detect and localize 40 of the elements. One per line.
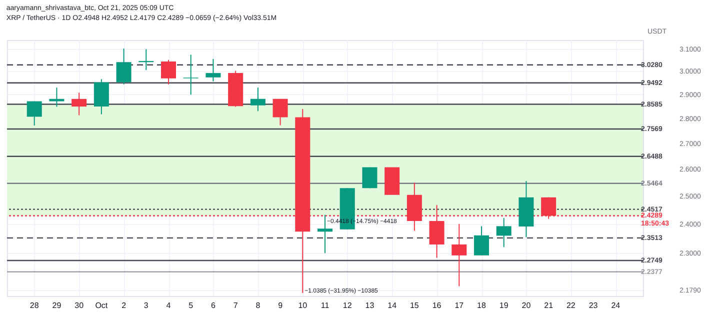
x-tick-label: 19 — [499, 301, 509, 310]
x-tick-label: 24 — [611, 301, 621, 310]
x-tick-label: 23 — [588, 301, 598, 310]
candlestick — [26, 100, 42, 126]
x-tick-label: 22 — [566, 301, 576, 310]
x-tick-label: 7 — [233, 301, 238, 310]
x-tick-label: 9 — [278, 301, 284, 310]
candlestick — [138, 48, 154, 71]
x-tick-label: 6 — [210, 301, 216, 310]
x-tick-label: 4 — [166, 301, 172, 310]
x-tick-label: 5 — [188, 301, 194, 310]
candlestick — [116, 48, 132, 85]
candlestick — [183, 54, 198, 96]
x-tick-label: 15 — [410, 301, 420, 310]
x-tick-label: 14 — [388, 301, 398, 310]
candlestick — [49, 87, 64, 108]
x-tick-label: 29 — [52, 301, 62, 310]
x-tick-label: 13 — [365, 301, 375, 310]
x-tick-label: 11 — [320, 301, 330, 310]
x-tick-label: 10 — [298, 301, 308, 310]
candlestick — [452, 223, 467, 287]
x-tick-label: 17 — [454, 301, 464, 310]
candlestick — [72, 92, 87, 116]
x-tick-label: 30 — [74, 301, 84, 310]
x-tick-label: Oct — [95, 301, 108, 310]
x-tick-label: 21 — [544, 301, 554, 310]
x-tick-label: 3 — [144, 301, 149, 310]
x-tick-label: 18 — [477, 301, 486, 310]
candlestick — [250, 87, 266, 112]
candlestick — [496, 217, 512, 248]
x-tick-label: 8 — [256, 301, 261, 310]
candlestick — [474, 226, 489, 256]
x-tick-label: 2 — [122, 301, 127, 310]
x-tick-label: 12 — [342, 301, 352, 310]
candlestick — [206, 58, 221, 82]
candlestick — [272, 98, 288, 126]
x-tick-label: 20 — [522, 301, 532, 310]
x-tick-label: 28 — [30, 301, 40, 310]
x-tick-label: 16 — [432, 301, 442, 310]
candlestick — [161, 59, 176, 85]
